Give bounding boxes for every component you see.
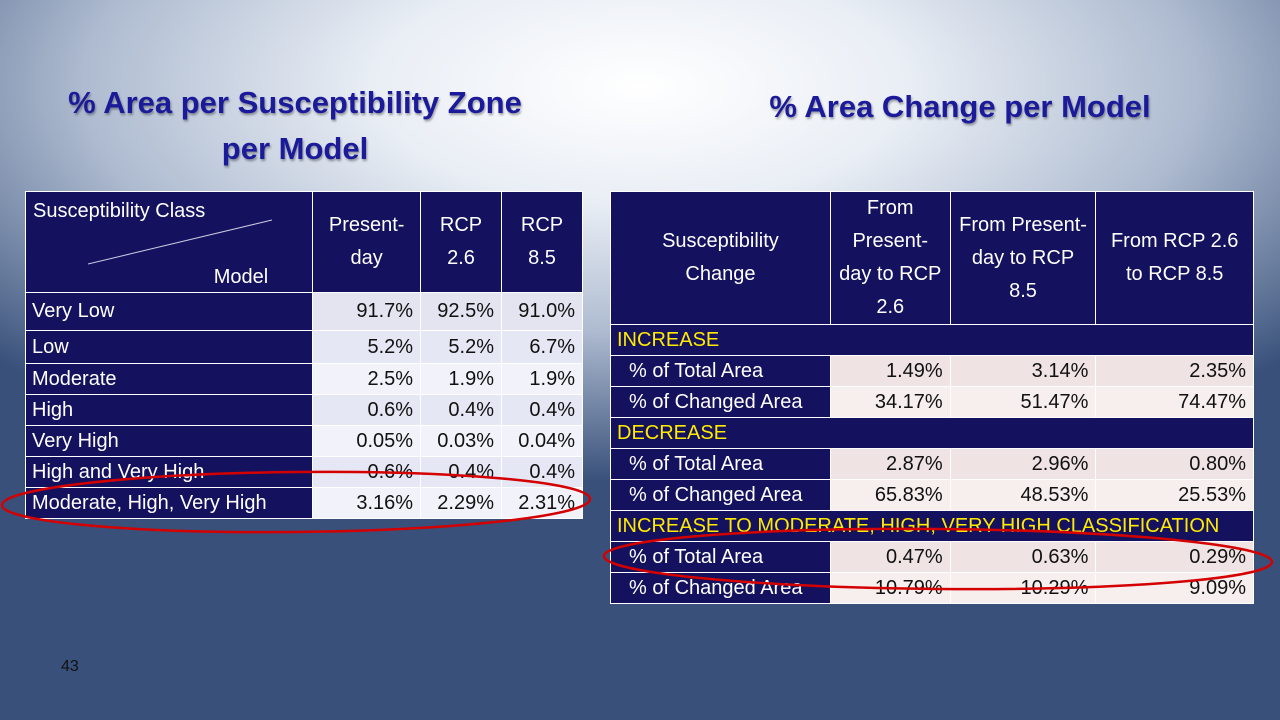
cell-value: 5.2% — [420, 330, 503, 364]
col-header-present-rcp85: From Present-day to RCP 8.5 — [949, 191, 1097, 325]
cell-value: 51.47% — [949, 386, 1097, 418]
row-label: % of Changed Area — [610, 572, 831, 604]
cell-value: 2.31% — [501, 487, 583, 519]
row-label: Very Low — [24, 292, 314, 331]
cell-value: 2.29% — [420, 487, 503, 519]
diagonal-divider-icon — [87, 219, 273, 265]
row-label: % of Total Area — [610, 355, 831, 387]
col-header-rcp85: RCP 8.5 — [501, 191, 583, 293]
cell-value: 0.6% — [312, 394, 422, 426]
cell-value: 92.5% — [420, 292, 503, 331]
row-label: % of Total Area — [610, 541, 831, 573]
col-header-rcp26-rcp85: From RCP 2.6 to RCP 8.5 — [1095, 191, 1254, 325]
table-row-highlighted: Moderate, High, Very High 3.16% 2.29% 2.… — [24, 487, 583, 519]
table-row: Moderate 2.5% 1.9% 1.9% — [24, 363, 583, 395]
cell-value: 74.47% — [1095, 386, 1254, 418]
cell-value: 91.0% — [501, 292, 583, 331]
corner-header: Susceptibility Class Model — [24, 191, 314, 293]
cell-value: 1.9% — [501, 363, 583, 395]
susceptibility-zone-table: Susceptibility Class Model Present-day R… — [24, 191, 583, 519]
cell-value: 91.7% — [312, 292, 422, 331]
cell-value: 2.96% — [949, 448, 1097, 480]
title-area-per-zone: % Area per Susceptibility Zone per Model — [68, 85, 522, 166]
cell-value: 0.6% — [312, 456, 422, 488]
row-label: Moderate — [24, 363, 314, 395]
cell-value: 0.4% — [420, 394, 503, 426]
cell-value: 10.79% — [829, 572, 951, 604]
slide-number: 43 — [61, 658, 79, 675]
cell-value: 9.09% — [1095, 572, 1254, 604]
title-area-change: % Area Change per Model — [769, 89, 1151, 124]
cell-value: 0.63% — [949, 541, 1097, 573]
col-header-change: Susceptibility Change — [610, 191, 831, 325]
cell-value: 10.29% — [949, 572, 1097, 604]
area-change-table: Susceptibility Change From Present-day t… — [610, 191, 1254, 604]
cell-value: 0.80% — [1095, 448, 1254, 480]
section-header-increase: INCREASE — [610, 324, 1254, 356]
section-header-decrease: DECREASE — [610, 417, 1254, 449]
cell-value: 0.03% — [420, 425, 503, 457]
col-header-rcp26: RCP 2.6 — [420, 191, 503, 293]
cell-value: 25.53% — [1095, 479, 1254, 511]
row-label: % of Changed Area — [610, 386, 831, 418]
table-row: % of Total Area 1.49% 3.14% 2.35% — [610, 355, 1254, 387]
cell-value: 2.35% — [1095, 355, 1254, 387]
cell-value: 0.4% — [501, 456, 583, 488]
section-header-moderate-high: INCREASE TO MODERATE, HIGH, VERY HIGH CL… — [610, 510, 1254, 542]
table-row: % of Changed Area 65.83% 48.53% 25.53% — [610, 479, 1254, 511]
row-label: Very High — [24, 425, 314, 457]
table-row: High 0.6% 0.4% 0.4% — [24, 394, 583, 426]
cell-value: 2.87% — [829, 448, 951, 480]
table-row: % of Total Area 2.87% 2.96% 0.80% — [610, 448, 1254, 480]
cell-value: 48.53% — [949, 479, 1097, 511]
row-label: Moderate, High, Very High — [24, 487, 314, 519]
section-title: DECREASE — [610, 417, 1254, 449]
table-row-highlighted: % of Changed Area 10.79% 10.29% 9.09% — [610, 572, 1254, 604]
table-row: % of Total Area 0.47% 0.63% 0.29% — [610, 541, 1254, 573]
cell-value: 0.47% — [829, 541, 951, 573]
row-label: High — [24, 394, 314, 426]
cell-value: 0.05% — [312, 425, 422, 457]
cell-value: 1.49% — [829, 355, 951, 387]
cell-value: 0.29% — [1095, 541, 1254, 573]
cell-value: 3.16% — [312, 487, 422, 519]
table-row: Very Low 91.7% 92.5% 91.0% — [24, 292, 583, 331]
table-row: High and Very High 0.6% 0.4% 0.4% — [24, 456, 583, 488]
row-label: % of Changed Area — [610, 479, 831, 511]
corner-class-label: Susceptibility Class — [33, 200, 206, 222]
cell-value: 0.4% — [501, 394, 583, 426]
row-label: High and Very High — [24, 456, 314, 488]
section-title: INCREASE TO MODERATE, HIGH, VERY HIGH CL… — [610, 510, 1254, 542]
col-header-present: Present-day — [312, 191, 422, 293]
cell-value: 0.4% — [420, 456, 503, 488]
section-title: INCREASE — [610, 324, 1254, 356]
cell-value: 2.5% — [312, 363, 422, 395]
cell-value: 34.17% — [829, 386, 951, 418]
cell-value: 3.14% — [949, 355, 1097, 387]
row-label: % of Total Area — [610, 448, 831, 480]
cell-value: 6.7% — [501, 330, 583, 364]
table-row: Very High 0.05% 0.03% 0.04% — [24, 425, 583, 457]
col-header-present-rcp26: From Present-day to RCP 2.6 — [829, 191, 951, 325]
cell-value: 5.2% — [312, 330, 422, 364]
corner-model-label: Model — [213, 266, 269, 288]
table-row: Low 5.2% 5.2% 6.7% — [24, 330, 583, 364]
cell-value: 65.83% — [829, 479, 951, 511]
cell-value: 0.04% — [501, 425, 583, 457]
row-label: Low — [24, 330, 314, 364]
table-row: % of Changed Area 34.17% 51.47% 74.47% — [610, 386, 1254, 418]
cell-value: 1.9% — [420, 363, 503, 395]
